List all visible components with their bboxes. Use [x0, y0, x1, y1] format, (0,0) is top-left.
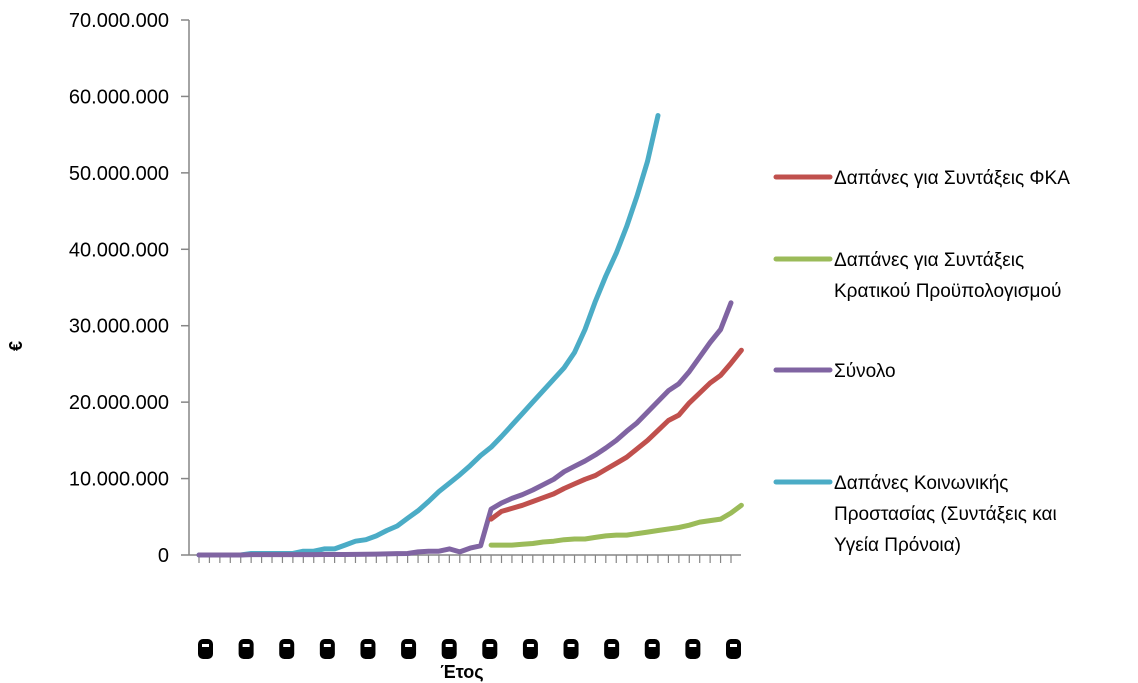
x-axis — [189, 554, 741, 659]
y-tick-label: 60.000.000 — [69, 86, 169, 108]
y-tick-label: 70.000.000 — [69, 10, 169, 32]
x-tick-glyph-gap — [323, 644, 331, 647]
y-axis-title: € — [6, 341, 26, 351]
x-tick-glyph — [319, 639, 335, 659]
legend-label-line: Σύνολο — [834, 361, 896, 382]
x-tick-glyph — [726, 639, 741, 659]
y-tick-label: 30.000.000 — [69, 316, 169, 338]
x-tick-glyph — [401, 639, 417, 659]
x-tick-label — [604, 639, 620, 659]
x-tick-glyph-gap — [364, 644, 372, 647]
x-tick-glyph-gap — [486, 644, 494, 647]
legend: Δαπάνες για Συντάξεις ΦΚΑ Δαπάνες για Συν… — [773, 168, 1070, 556]
x-tick-glyph — [441, 639, 457, 659]
x-tick-label — [238, 639, 254, 659]
x-tick-glyph — [198, 639, 213, 659]
legend-label-line: Κρατικού Προϋπολογισμού — [834, 281, 1061, 302]
x-axis-title: Έτος — [440, 662, 483, 682]
legend-label-line: Δαπάνες για Συντάξεις ΦΚΑ — [834, 168, 1070, 189]
y-tick-label: 0 — [158, 545, 169, 567]
x-tick-glyph-gap — [608, 644, 616, 647]
y-tick-label: 50.000.000 — [69, 163, 169, 185]
legend-label: Σύνολο — [834, 361, 896, 382]
x-tick-glyph-gap — [283, 644, 291, 647]
legend-label-line: Υγεία Πρόνοια) — [834, 535, 961, 556]
legend-item: Σύνολο — [773, 361, 896, 382]
x-tick-label — [319, 639, 335, 659]
series-line-1 — [488, 502, 744, 548]
x-tick-label — [441, 639, 457, 659]
series-line-3 — [196, 113, 661, 558]
x-tick-label — [563, 639, 579, 659]
x-tick-glyph — [482, 639, 498, 659]
x-tick-label — [401, 639, 417, 659]
x-tick-glyph-gap — [526, 644, 534, 647]
x-tick-glyph-gap — [730, 644, 737, 647]
x-tick-label — [198, 639, 213, 659]
legend-label-line: Δαπάνες για Συντάξεις — [834, 250, 1024, 271]
x-tick-glyph — [685, 639, 701, 659]
series-line-2 — [196, 300, 734, 558]
legend-item: Δαπάνες Κοινωνικής Προστασίας (Συντάξεις … — [773, 473, 1057, 556]
x-tick-label — [360, 639, 376, 659]
x-tick-glyph-gap — [445, 644, 453, 647]
legend-label: Δαπάνες για Συντάξεις ΦΚΑ — [834, 168, 1070, 189]
legend-item: Δαπάνες για Συντάξεις ΦΚΑ — [773, 168, 1070, 189]
x-tick-glyph — [238, 639, 254, 659]
legend-item: Δαπάνες για Συντάξεις Κρατικού Προϋπολογι… — [773, 250, 1061, 302]
x-tick-glyph-gap — [202, 644, 209, 647]
x-tick-glyph — [522, 639, 538, 659]
x-tick-label — [644, 639, 660, 659]
x-tick-glyph — [644, 639, 660, 659]
x-tick-label — [726, 639, 741, 659]
legend-label: Δαπάνες για Συντάξεις Κρατικού Προϋπολογι… — [834, 250, 1061, 302]
x-tick-glyph-gap — [242, 644, 250, 647]
y-tick-label: 20.000.000 — [69, 392, 169, 414]
y-axis: 0 10.000.000 20.000.000 30.000.000 40.000.00… — [69, 10, 190, 567]
x-tick-glyph-gap — [689, 644, 697, 647]
legend-label-line: Δαπάνες Κοινωνικής — [834, 473, 1008, 494]
x-tick-glyph — [360, 639, 376, 659]
x-tick-glyph-gap — [567, 644, 575, 647]
series-lines — [196, 113, 744, 558]
x-tick-label — [522, 639, 538, 659]
legend-label-line: Προστασίας (Συντάξεις και — [834, 504, 1057, 525]
legend-label: Δαπάνες Κοινωνικής Προστασίας (Συντάξεις … — [834, 473, 1057, 556]
series-line-0 — [488, 347, 744, 522]
x-tick-glyph — [563, 639, 579, 659]
x-tick-glyph-gap — [405, 644, 413, 647]
x-tick-label — [685, 639, 701, 659]
x-tick-label — [279, 639, 295, 659]
x-tick-glyph — [279, 639, 295, 659]
y-tick-label: 10.000.000 — [69, 469, 169, 491]
x-tick-glyph-gap — [648, 644, 656, 647]
x-tick-label — [482, 639, 498, 659]
y-tick-label: 40.000.000 — [69, 239, 169, 261]
x-tick-glyph — [604, 639, 620, 659]
